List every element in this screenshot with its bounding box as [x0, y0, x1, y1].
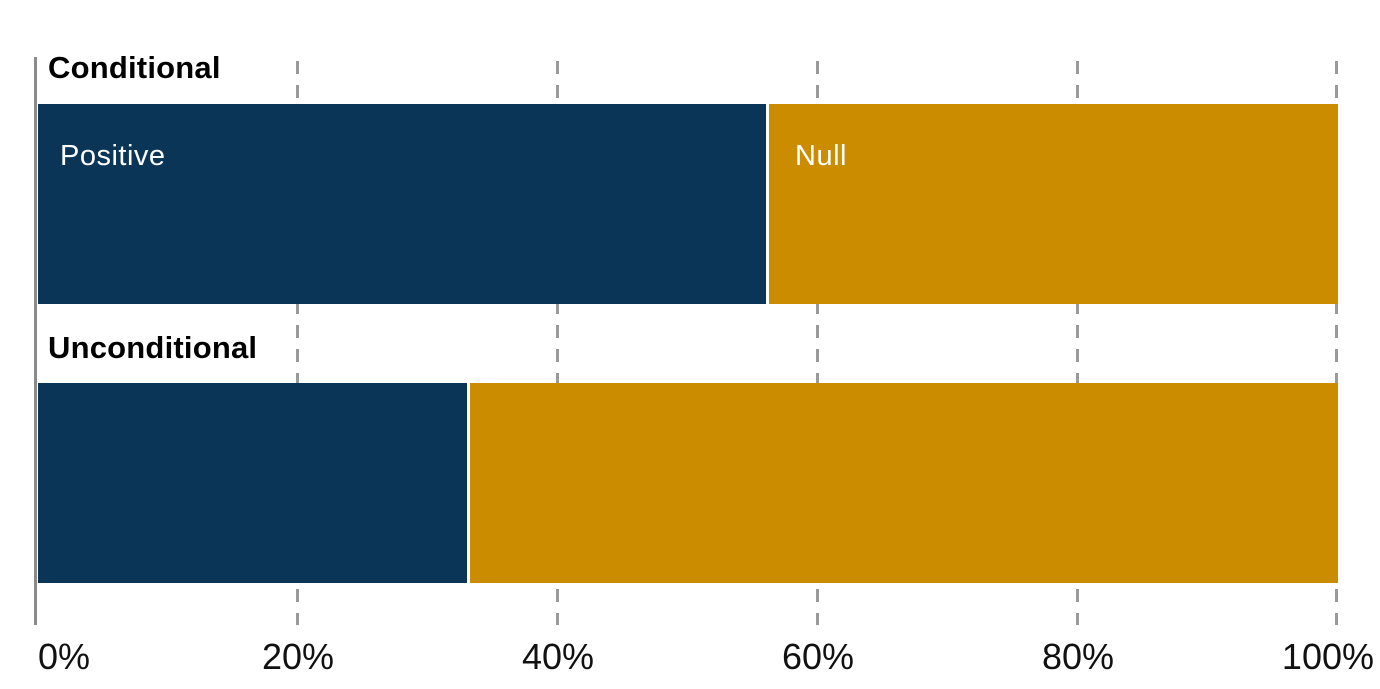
bar-segment-conditional-null: Null: [769, 104, 1338, 304]
x-tick-label-40: 40%: [521, 636, 595, 677]
gridline-60pct: [816, 61, 819, 625]
gridline-20pct: [296, 61, 299, 625]
x-tick-label-20: 20%: [261, 636, 335, 677]
gridline-40pct: [556, 61, 559, 625]
segment-label-null: Null: [795, 140, 847, 172]
x-tick-label-80: 80%: [1041, 636, 1115, 677]
x-axis: 0% 20% 40% 60% 80% 100%: [38, 636, 1374, 682]
x-tick-label-60: 60%: [781, 636, 855, 677]
y-axis-line: [34, 57, 37, 625]
bar-segment-unconditional-positive: [38, 383, 467, 583]
bar-conditional: Positive Null: [38, 104, 1338, 304]
category-label-conditional: Conditional: [48, 50, 221, 85]
gridline-100pct: [1335, 61, 1338, 625]
segment-label-positive: Positive: [60, 140, 166, 172]
plot-area: Conditional Positive Null Unconditional: [34, 50, 1338, 625]
bar-segment-conditional-positive: Positive: [38, 104, 766, 304]
category-label-unconditional: Unconditional: [48, 330, 258, 365]
gridline-80pct: [1076, 61, 1079, 625]
x-tick-label-100: 100%: [1281, 636, 1374, 677]
bar-segment-unconditional-null: [470, 383, 1338, 583]
x-tick-label-0: 0%: [38, 636, 91, 677]
bar-unconditional: [38, 383, 1338, 583]
